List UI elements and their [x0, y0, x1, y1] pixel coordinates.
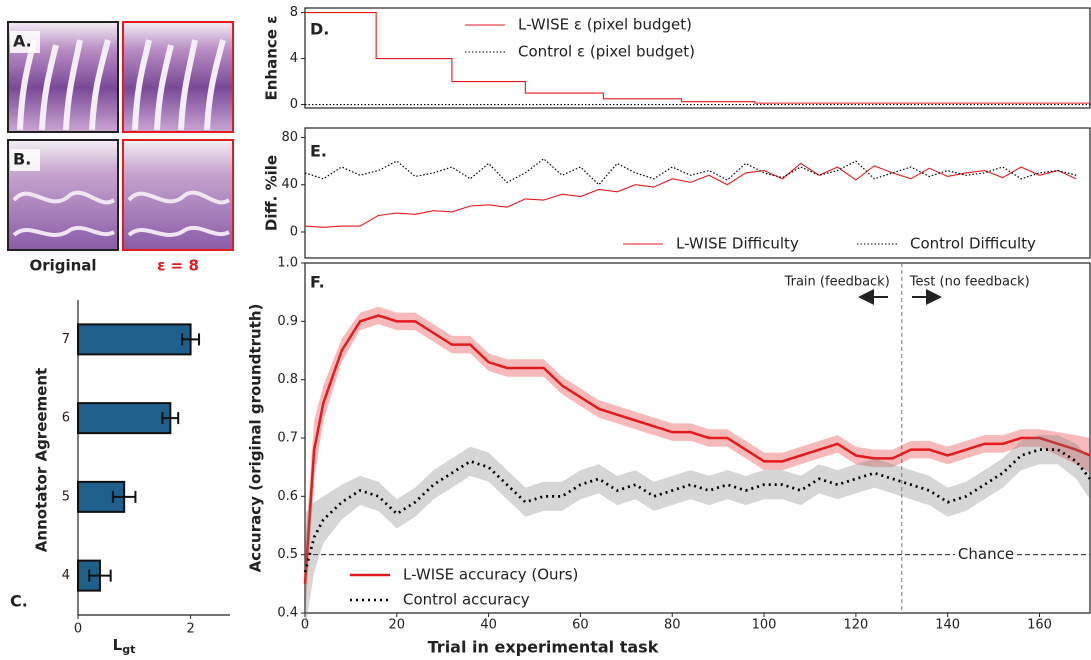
annotation: Test (no feedback): [909, 275, 1030, 290]
x-tick-label: 60: [572, 618, 589, 633]
label-bg: [955, 545, 1017, 564]
y-tick-label: 0.5: [277, 547, 298, 562]
y-tick-label: 0.9: [277, 314, 298, 329]
y-tick-label: 0.7: [277, 431, 298, 446]
legend-label: Control accuracy: [403, 591, 530, 609]
panel-label: C.: [10, 592, 28, 611]
column-label: ε = 8: [157, 257, 199, 275]
bar: [77, 323, 192, 356]
y-axis-label: Annotator Agreement: [33, 368, 51, 552]
legend-label: L-WISE accuracy (Ours): [403, 566, 578, 584]
x-tick-label: 2: [186, 622, 194, 637]
x-tick-label: 40: [480, 618, 497, 633]
panel-label: A.: [13, 32, 32, 51]
x-tick-label: 0: [301, 618, 309, 633]
plot-frame: [304, 127, 1091, 259]
x-tick-label: 140: [935, 618, 960, 633]
panel-label: D.: [310, 20, 329, 39]
legend-label: L-WISE Difficulty: [676, 235, 799, 253]
panel-label: B.: [13, 150, 31, 169]
label-bg: [10, 149, 40, 171]
y-tick-label: 0.8: [277, 372, 298, 387]
y-tick-label: 1.0: [277, 256, 298, 271]
series-line: [304, 157, 1077, 186]
y-tick-label: 6: [62, 411, 70, 426]
x-axis-label-main: L: [113, 636, 123, 654]
x-tick-label: 0: [74, 622, 82, 637]
image-panels: A. B. Original ε = 8: [7, 21, 234, 275]
x-tick-label: 100: [752, 618, 777, 633]
y-axis-label: Accuracy (original groundtruth): [247, 304, 265, 573]
legend-label: Control Difficulty: [910, 235, 1036, 253]
series-line: [303, 448, 1091, 573]
y-tick-label: 8: [290, 5, 298, 20]
panel-label: E.: [310, 142, 327, 161]
plot-frame: [304, 7, 1091, 109]
y-tick-label: 0: [290, 225, 298, 240]
y-tick-label: 40: [281, 177, 298, 192]
x-tick-label: 80: [664, 618, 681, 633]
y-axis-label: Diff. %ile: [263, 155, 281, 231]
y-tick-label: 0.4: [277, 606, 298, 621]
label-bg: [10, 31, 40, 53]
x-tick-label: 120: [843, 618, 868, 633]
chance-label: Chance: [958, 545, 1014, 563]
bar: [77, 402, 172, 435]
annotation: Train (feedback): [784, 275, 890, 290]
x-axis-label: Trial in experimental task: [428, 638, 659, 657]
y-axis-label: Enhance ε: [263, 15, 281, 100]
tissue-texture: [12, 190, 231, 237]
y-tick-label: 0: [290, 97, 298, 112]
series-line: [305, 12, 1090, 104]
x-tick-label: 20: [389, 618, 406, 633]
column-label: Original: [29, 257, 96, 275]
panel-label: F.: [310, 273, 325, 292]
error-band: [305, 435, 1090, 631]
series-line: [303, 314, 1091, 584]
y-tick-label: 5: [62, 489, 70, 504]
y-tick-label: 4: [290, 51, 298, 66]
x-axis-label: Lgt: [113, 636, 136, 657]
y-tick-label: 7: [62, 332, 70, 347]
y-tick-label: 0.6: [277, 489, 298, 504]
x-axis-label-sub: gt: [122, 643, 135, 656]
legend-label: L-WISE ε (pixel budget): [518, 16, 692, 34]
y-tick-label: 4: [62, 568, 70, 583]
legend-label: Control ε (pixel budget): [518, 43, 695, 61]
series-line: [304, 162, 1077, 228]
tissue-texture: [17, 39, 226, 131]
x-tick-label: 160: [1027, 618, 1052, 633]
y-tick-label: 80: [281, 130, 298, 145]
